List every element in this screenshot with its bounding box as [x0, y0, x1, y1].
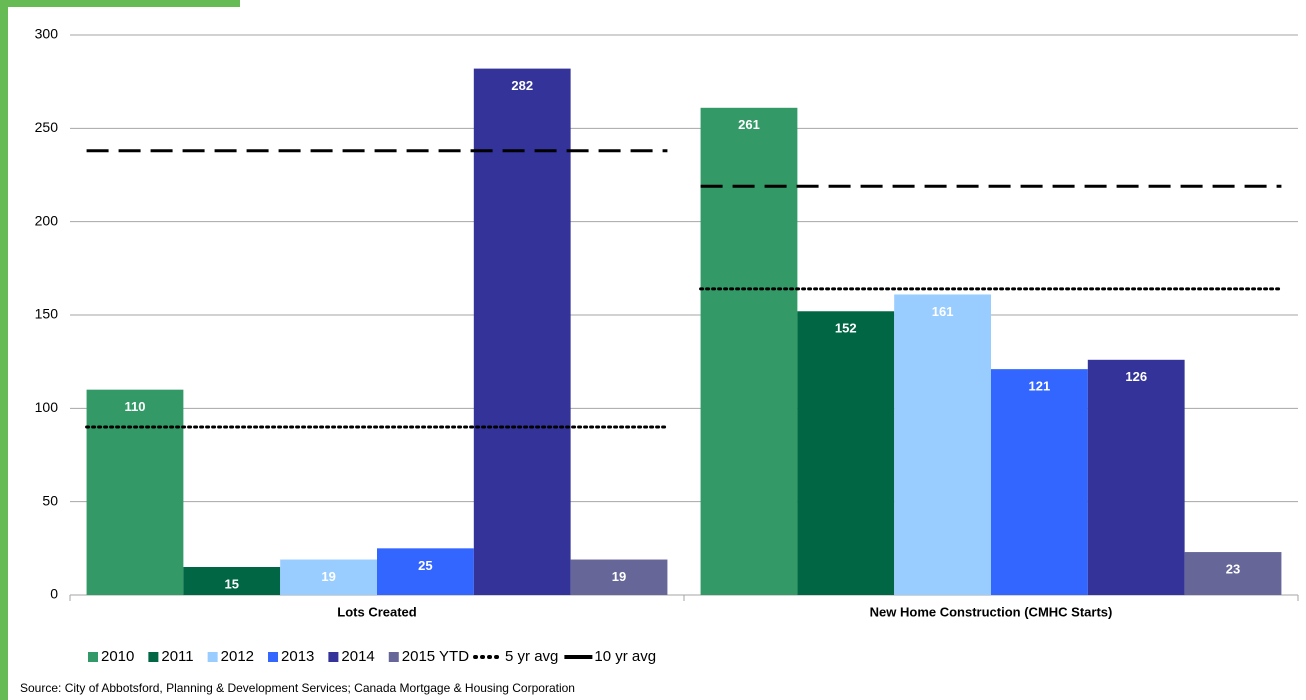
- value-label: 19: [321, 569, 335, 584]
- value-label: 110: [124, 399, 145, 414]
- value-label: 261: [738, 117, 760, 132]
- bar: [1184, 552, 1282, 595]
- legend-label: 2013: [281, 648, 314, 665]
- x-tick-label: Lots Created: [337, 604, 417, 619]
- legend-label: 2011: [161, 648, 193, 665]
- legend-swatch: [207, 652, 218, 662]
- y-tick-label: 150: [35, 306, 59, 322]
- bar: [183, 567, 281, 595]
- bar: [991, 369, 1088, 595]
- value-label: 126: [1125, 369, 1147, 384]
- value-label: 121: [1029, 379, 1051, 394]
- legend-label: 2014: [341, 648, 374, 665]
- bar: [280, 559, 377, 595]
- y-tick-label: 0: [50, 586, 58, 602]
- value-label: 19: [612, 569, 626, 584]
- y-tick-label: 100: [35, 399, 59, 415]
- y-tick-label: 300: [35, 26, 59, 42]
- y-tick-label: 50: [42, 492, 58, 508]
- legend-label: 2012: [221, 648, 254, 665]
- bar: [797, 311, 895, 595]
- legend-label: 2015 YTD: [402, 648, 469, 665]
- legend-swatch: [88, 652, 98, 662]
- bar: [86, 389, 184, 595]
- value-label: 161: [932, 304, 954, 319]
- bar: [377, 548, 474, 595]
- legend-label: 2010: [101, 648, 134, 665]
- legend-swatch: [328, 652, 339, 662]
- value-label: 282: [511, 78, 533, 93]
- bar: [570, 559, 668, 595]
- value-label: 15: [225, 576, 239, 591]
- bar: [894, 294, 991, 595]
- value-label: 23: [1226, 562, 1240, 577]
- legend-swatch: [148, 652, 159, 662]
- y-tick-label: 250: [35, 119, 59, 135]
- legend-swatch: [388, 652, 399, 662]
- source-note: Source: City of Abbotsford, Planning & D…: [20, 681, 575, 695]
- bar: [700, 107, 798, 596]
- bar: [473, 68, 571, 596]
- value-label: 152: [835, 321, 857, 336]
- legend-label: 10 yr avg: [594, 648, 656, 665]
- frame-strip: [0, 0, 240, 7]
- legend-label: 5 yr avg: [505, 648, 558, 665]
- value-label: 25: [418, 558, 432, 573]
- x-tick-label: New Home Construction (CMHC Starts): [870, 604, 1113, 619]
- y-tick-label: 200: [35, 212, 59, 228]
- legend-swatch: [268, 652, 279, 662]
- bar: [1087, 359, 1185, 595]
- frame-strip: [0, 0, 8, 700]
